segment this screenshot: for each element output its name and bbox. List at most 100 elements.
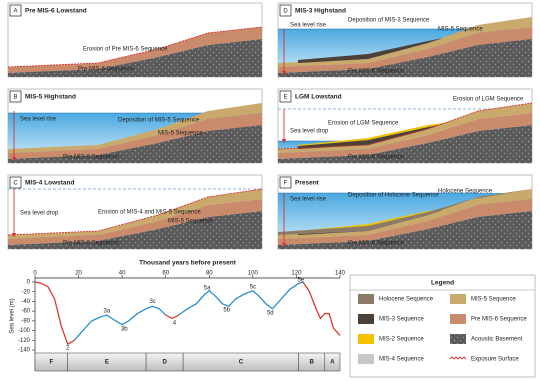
legend-swatch bbox=[358, 354, 374, 364]
legend-label: Holocene Sequence bbox=[379, 297, 434, 303]
legend-label: MIS-5 Sequence bbox=[471, 297, 516, 303]
panel-label: Sea level rise bbox=[290, 23, 327, 29]
panel-label: Deposition of MIS-5 Sequence bbox=[118, 118, 200, 124]
y-tick-label: -80 bbox=[21, 318, 30, 324]
mis5-layer bbox=[278, 189, 532, 239]
panel-label: Erosion of MIS-4 and MIS-5 Sequence bbox=[98, 210, 201, 216]
pre-mis6-layer bbox=[278, 113, 532, 159]
legend-label: Exposure Surface bbox=[471, 357, 519, 363]
panel-letter-box bbox=[9, 176, 22, 189]
panel-label: Pre MIS-6 Sequence bbox=[348, 155, 404, 161]
panel-label: Pre MIS-6 Sequence bbox=[63, 241, 119, 247]
y-tick-label: 0 bbox=[27, 280, 31, 286]
pre-mis6-layer bbox=[278, 27, 532, 73]
panel-label: Erosion of Pre MIS-6 Sequence bbox=[83, 47, 168, 53]
panel: A Pre MIS-6 Lowstand Erosion of Pre MIS-6 … bbox=[7, 2, 263, 78]
panel-title: LGM Lowstand bbox=[295, 94, 342, 101]
panel-letter: A bbox=[13, 9, 17, 15]
panel-label: Erosion of LGM Sequence bbox=[453, 97, 524, 103]
x-tick-label: 60 bbox=[162, 271, 169, 277]
annotation: 3b bbox=[121, 327, 128, 333]
mis3-layer bbox=[298, 38, 443, 63]
panel-title: Present bbox=[295, 180, 320, 187]
panel-letter-box bbox=[279, 4, 292, 17]
panel-letter: D bbox=[283, 9, 288, 15]
x-tick-label: 0 bbox=[33, 271, 37, 277]
panel-label: MIS-5 Sequence bbox=[438, 27, 483, 33]
acoustic-basement-dots bbox=[8, 125, 262, 163]
panel-label: MIS-5 Sequence bbox=[168, 219, 213, 225]
annotation: 4 bbox=[173, 320, 177, 326]
pre-mis6-layer bbox=[278, 199, 532, 245]
annotation: 3a bbox=[104, 309, 111, 315]
panel-label: Pre MIS-6 Sequence bbox=[348, 241, 404, 247]
y-tick-label: -20 bbox=[21, 289, 30, 295]
panel: E LGM Lowstand Erosion of LGM Sequence Eros… bbox=[277, 88, 533, 164]
panel-letter-box bbox=[279, 90, 292, 103]
panel-letter-box bbox=[9, 90, 22, 103]
acoustic-basement-dots bbox=[278, 211, 532, 249]
acoustic-basement-dots bbox=[8, 39, 262, 77]
panel: F Present Sea level rise Deposition of Holo… bbox=[277, 174, 533, 250]
panel-title: MIS-3 Highstand bbox=[295, 8, 346, 15]
exposure-surface bbox=[7, 188, 263, 236]
panel-label: Sea level rise bbox=[290, 197, 327, 203]
pre-mis6-layer bbox=[8, 199, 262, 245]
exposure-surface bbox=[7, 26, 263, 68]
y-axis-title: Sea level (m) bbox=[10, 298, 16, 333]
sea-level-curve bbox=[34, 281, 341, 346]
stage-label: E bbox=[105, 360, 109, 366]
legend-label: Acoustic Basement bbox=[471, 337, 523, 343]
x-axis-title: Thousand years before present bbox=[139, 260, 237, 267]
legend-swatch bbox=[358, 294, 374, 304]
y-tick-label: -60 bbox=[21, 309, 30, 315]
stage-label: D bbox=[162, 360, 167, 366]
mis3-layer bbox=[298, 124, 443, 149]
y-tick-label: -120 bbox=[18, 338, 31, 344]
mis5-layer bbox=[278, 103, 532, 153]
y-tick-label: -40 bbox=[21, 299, 30, 305]
mis5-layer bbox=[8, 103, 262, 153]
panel-label: Deposition of Holocene Sequence bbox=[348, 193, 439, 199]
legend-label: MIS-3 Sequence bbox=[379, 317, 424, 323]
mis5-layer bbox=[278, 17, 532, 67]
annotation: 5a bbox=[204, 285, 211, 291]
panel-title: MIS-5 Highstand bbox=[25, 94, 76, 101]
legend-swatch bbox=[450, 314, 466, 324]
mis2-layer bbox=[298, 209, 443, 232]
annotation: 3c bbox=[149, 299, 155, 305]
panel-label: Sea level drop bbox=[20, 211, 59, 217]
panel-title: MIS-4 Lowstand bbox=[25, 180, 75, 187]
panel-title: Pre MIS-6 Lowstand bbox=[25, 8, 87, 15]
holocene-layer bbox=[278, 189, 532, 235]
panel-letter-box bbox=[9, 4, 22, 17]
panel-label: Sea level rise bbox=[20, 117, 57, 123]
x-tick-label: 80 bbox=[206, 271, 213, 277]
panel-letter: C bbox=[13, 181, 18, 187]
panel-label: Deposition of MIS-3 Sequence bbox=[348, 18, 430, 24]
y-tick-label: -140 bbox=[18, 348, 31, 354]
acoustic-basement-dots bbox=[278, 39, 532, 77]
annotation: 5b bbox=[223, 308, 230, 314]
stage-label: B bbox=[310, 360, 315, 366]
panel: D MIS-3 Highstand Sea level rise Deposition… bbox=[277, 2, 533, 78]
legend-swatch bbox=[450, 294, 466, 304]
annotation: 5d bbox=[267, 311, 274, 317]
panel-label: Pre MIS-6 Sequence bbox=[348, 69, 404, 75]
x-tick-label: 20 bbox=[75, 271, 82, 277]
x-tick-label: 40 bbox=[119, 271, 126, 277]
pre-mis6-layer bbox=[8, 113, 262, 159]
y-tick-label: -100 bbox=[18, 328, 31, 334]
pre-mis6-layer bbox=[8, 27, 262, 73]
acoustic-basement-dots bbox=[278, 125, 532, 163]
legend-swatch-dots bbox=[450, 334, 466, 344]
acoustic-basement-dots bbox=[8, 211, 262, 249]
panel-label: MIS-5 Sequence bbox=[158, 131, 203, 137]
legend-swatch bbox=[358, 334, 374, 344]
stage-label: A bbox=[330, 360, 335, 366]
annotation: 5c bbox=[250, 284, 256, 290]
annotation: 2 bbox=[66, 346, 70, 352]
stage-label: F bbox=[50, 360, 54, 366]
annotation: 5e bbox=[297, 278, 304, 284]
